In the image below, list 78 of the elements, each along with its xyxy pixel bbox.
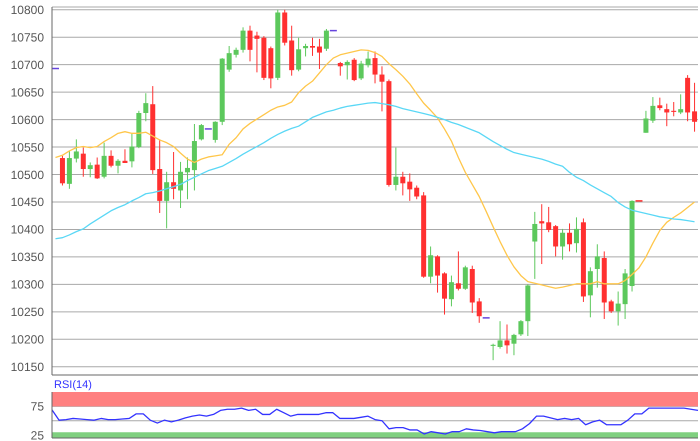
candlestick — [122, 148, 128, 164]
candlestick — [574, 216, 579, 254]
candlestick — [212, 120, 218, 144]
candlestick — [372, 50, 378, 84]
candlestick — [129, 132, 134, 168]
y-tick-label: 10400 — [10, 222, 44, 237]
candlestick — [428, 246, 434, 284]
y-tick-label: 10600 — [10, 112, 44, 127]
candlestick — [358, 60, 364, 81]
y-tick-label: 10350 — [10, 250, 44, 264]
y-tick-label: 10800 — [10, 3, 44, 18]
candlestick — [539, 204, 544, 265]
candlestick — [254, 31, 260, 73]
candlestick — [234, 47, 239, 58]
candlestick — [247, 25, 252, 62]
candlestick — [400, 171, 406, 196]
y-tick-label: 10750 — [10, 30, 44, 44]
y-tick-label: 10700 — [10, 58, 44, 72]
candlestick — [164, 171, 170, 229]
candlestick — [310, 37, 316, 56]
candlestick — [518, 320, 524, 337]
candlestick — [240, 26, 246, 54]
candlestick — [178, 161, 184, 209]
candlestick — [352, 58, 357, 82]
candlestick — [546, 206, 552, 233]
candlestick — [344, 60, 350, 80]
candlestick — [226, 45, 232, 72]
candlestick — [532, 211, 538, 280]
candlestick — [504, 324, 510, 354]
y-tick-label: 10200 — [10, 332, 44, 347]
candlestick — [678, 94, 684, 115]
line-series — [54, 49, 696, 289]
candlestick — [94, 156, 100, 180]
candlestick — [108, 150, 114, 168]
y-tick-label: 10250 — [10, 305, 44, 320]
candlestick — [560, 228, 566, 260]
y-tick-label: 10550 — [10, 140, 44, 154]
candlestick — [692, 82, 698, 132]
candlestick — [567, 222, 572, 252]
candlestick — [198, 123, 204, 141]
candlestick — [379, 66, 384, 112]
candlestick — [616, 291, 621, 326]
y-tick-label: 10650 — [10, 85, 44, 100]
chart-title: RSI(14) — [53, 378, 93, 392]
candlestick — [184, 156, 190, 200]
candlestick — [650, 96, 656, 124]
candlestick — [448, 275, 454, 307]
candlestick — [435, 254, 440, 294]
candlestick — [88, 162, 93, 178]
candlestick — [553, 224, 558, 257]
candlestick — [316, 38, 322, 70]
y-tick-label: 10300 — [10, 278, 44, 292]
candlestick — [511, 333, 516, 356]
candlestick — [393, 147, 398, 191]
candlestick — [116, 158, 121, 174]
candlestick — [80, 147, 86, 178]
candlestick — [594, 244, 600, 288]
y-tick-label: 25 — [30, 428, 44, 441]
y-tick-label: 10150 — [10, 360, 44, 374]
y-tick-label: 75 — [30, 400, 44, 414]
candlestick — [462, 265, 468, 290]
line-series — [54, 102, 696, 240]
line-series — [51, 407, 699, 435]
y-tick-label: 10450 — [10, 195, 44, 210]
candlestick — [324, 28, 329, 52]
candlestick — [74, 138, 79, 163]
candlestick — [456, 250, 461, 291]
candlestick — [143, 92, 148, 122]
candlestick — [490, 343, 496, 361]
candlestick — [657, 97, 662, 111]
candlestick — [303, 43, 308, 57]
candlestick — [498, 320, 503, 350]
candlestick — [643, 110, 648, 134]
candlestick — [338, 61, 343, 76]
candlestick — [366, 50, 371, 68]
candlestick — [102, 142, 107, 179]
candlestick — [296, 37, 302, 72]
y-tick-label: 10500 — [10, 168, 44, 182]
